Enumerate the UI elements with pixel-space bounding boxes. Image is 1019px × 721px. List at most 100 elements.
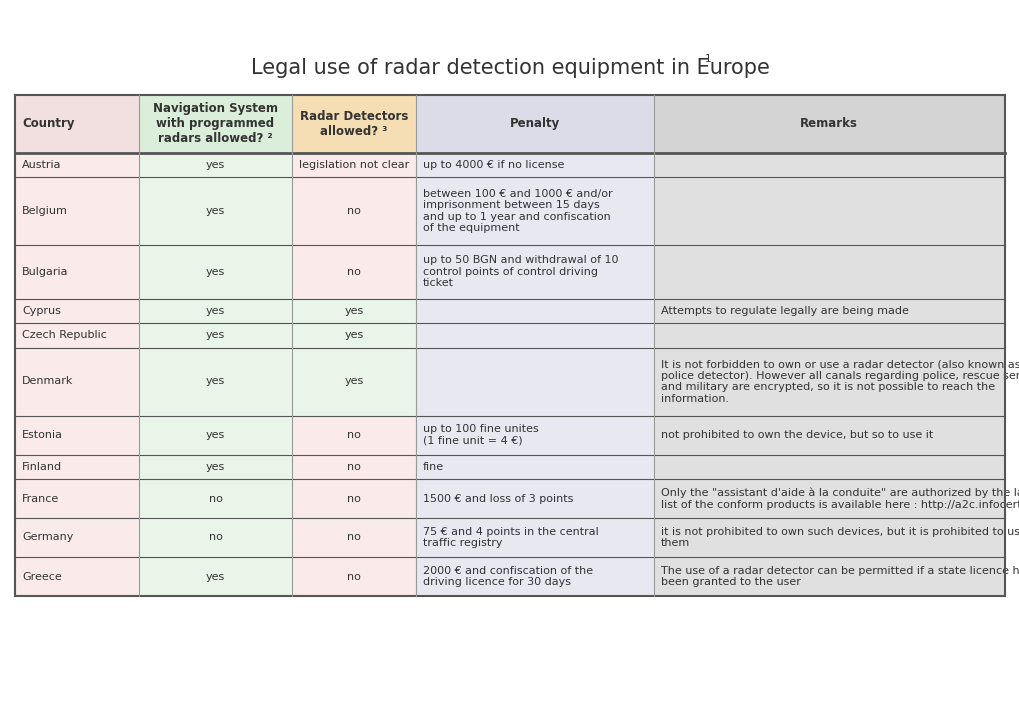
Text: no: no	[346, 493, 361, 503]
Text: Bulgaria: Bulgaria	[22, 267, 68, 277]
Bar	[15, 323, 139, 348]
Text: up to 50 BGN and withdrawal of 10
control points of control driving
ticket: up to 50 BGN and withdrawal of 10 contro…	[423, 255, 618, 288]
Text: 2000 € and confiscation of the
driving licence for 30 days: 2000 € and confiscation of the driving l…	[423, 566, 592, 588]
Text: Attempts to regulate legally are being made: Attempts to regulate legally are being m…	[660, 306, 908, 316]
Bar	[15, 177, 139, 245]
Text: 75 € and 4 points in the central
traffic registry: 75 € and 4 points in the central traffic…	[423, 527, 598, 548]
Bar	[291, 415, 416, 454]
Bar	[291, 454, 416, 479]
Text: Only the "assistant d'aide à la conduite" are authorized by the law. A
list of t: Only the "assistant d'aide à la conduite…	[660, 487, 1019, 510]
Text: yes: yes	[206, 461, 225, 472]
Bar	[291, 153, 416, 177]
Bar	[416, 518, 653, 557]
Text: France: France	[22, 493, 59, 503]
Text: it is not prohibited to own such devices, but it is prohibited to use
them: it is not prohibited to own such devices…	[660, 527, 1019, 548]
Bar	[15, 95, 139, 153]
Text: Finland: Finland	[22, 461, 62, 472]
Bar	[416, 177, 653, 245]
Bar	[653, 95, 1004, 153]
Bar	[416, 245, 653, 298]
Bar	[653, 348, 1004, 415]
Text: legislation not clear: legislation not clear	[299, 160, 409, 169]
Bar	[416, 153, 653, 177]
Bar	[139, 348, 291, 415]
Bar	[291, 323, 416, 348]
Bar	[139, 557, 291, 596]
Bar	[291, 557, 416, 596]
Bar	[416, 415, 653, 454]
Text: yes: yes	[206, 206, 225, 216]
Text: It is not forbidden to own or use a radar detector (also known as a
police detec: It is not forbidden to own or use a rada…	[660, 359, 1019, 404]
Bar	[291, 245, 416, 298]
Text: no: no	[346, 206, 361, 216]
Bar	[15, 518, 139, 557]
Text: Czech Republic: Czech Republic	[22, 330, 107, 340]
Bar	[15, 415, 139, 454]
Text: Penalty: Penalty	[510, 118, 559, 131]
Text: no: no	[346, 430, 361, 440]
Bar	[416, 454, 653, 479]
Bar	[139, 245, 291, 298]
Text: yes: yes	[344, 306, 364, 316]
Bar	[416, 298, 653, 323]
Text: no: no	[346, 461, 361, 472]
Bar	[15, 479, 139, 518]
Bar	[291, 177, 416, 245]
Bar	[15, 454, 139, 479]
Text: Denmark: Denmark	[22, 376, 73, 386]
Text: yes: yes	[206, 267, 225, 277]
Bar	[653, 518, 1004, 557]
Text: fine: fine	[423, 461, 443, 472]
Bar	[15, 245, 139, 298]
Text: not prohibited to own the device, but so to use it: not prohibited to own the device, but so…	[660, 430, 932, 440]
Text: Radar Detectors
allowed? ³: Radar Detectors allowed? ³	[300, 110, 408, 138]
Bar	[653, 245, 1004, 298]
Bar	[139, 479, 291, 518]
Bar	[15, 557, 139, 596]
Text: no: no	[346, 267, 361, 277]
Text: yes: yes	[344, 376, 364, 386]
Bar	[139, 298, 291, 323]
Bar	[653, 415, 1004, 454]
Bar	[416, 479, 653, 518]
Text: The use of a radar detector can be permitted if a state licence has
been granted: The use of a radar detector can be permi…	[660, 566, 1019, 588]
Bar	[653, 153, 1004, 177]
Bar	[416, 95, 653, 153]
Bar	[15, 348, 139, 415]
Text: yes: yes	[206, 306, 225, 316]
Text: Belgium: Belgium	[22, 206, 68, 216]
Bar	[416, 323, 653, 348]
Text: up to 4000 € if no license: up to 4000 € if no license	[423, 160, 564, 169]
Text: between 100 € and 1000 € and/or
imprisonment between 15 days
and up to 1 year an: between 100 € and 1000 € and/or imprison…	[423, 189, 612, 234]
Bar	[139, 518, 291, 557]
Bar	[291, 348, 416, 415]
Text: no: no	[346, 533, 361, 542]
Bar	[291, 518, 416, 557]
Text: Cyprus: Cyprus	[22, 306, 61, 316]
Bar	[139, 415, 291, 454]
Bar	[416, 348, 653, 415]
Text: Remarks: Remarks	[800, 118, 857, 131]
Text: no: no	[208, 533, 222, 542]
Text: yes: yes	[206, 430, 225, 440]
Text: up to 100 fine unites
(1 fine unit = 4 €): up to 100 fine unites (1 fine unit = 4 €…	[423, 424, 538, 446]
Bar	[139, 323, 291, 348]
Text: Austria: Austria	[22, 160, 61, 169]
Bar	[653, 298, 1004, 323]
Bar	[653, 479, 1004, 518]
Text: no: no	[346, 572, 361, 582]
Bar	[416, 557, 653, 596]
Text: Navigation System
with programmed
radars allowed? ²: Navigation System with programmed radars…	[153, 102, 278, 145]
Text: 1: 1	[704, 54, 710, 64]
Bar	[15, 153, 139, 177]
Text: yes: yes	[206, 376, 225, 386]
Text: yes: yes	[344, 330, 364, 340]
Text: Germany: Germany	[22, 533, 73, 542]
Bar	[291, 95, 416, 153]
Text: 1500 € and loss of 3 points: 1500 € and loss of 3 points	[423, 493, 573, 503]
Bar	[15, 298, 139, 323]
Bar	[139, 177, 291, 245]
Text: Greece: Greece	[22, 572, 62, 582]
Bar	[139, 153, 291, 177]
Bar	[291, 479, 416, 518]
